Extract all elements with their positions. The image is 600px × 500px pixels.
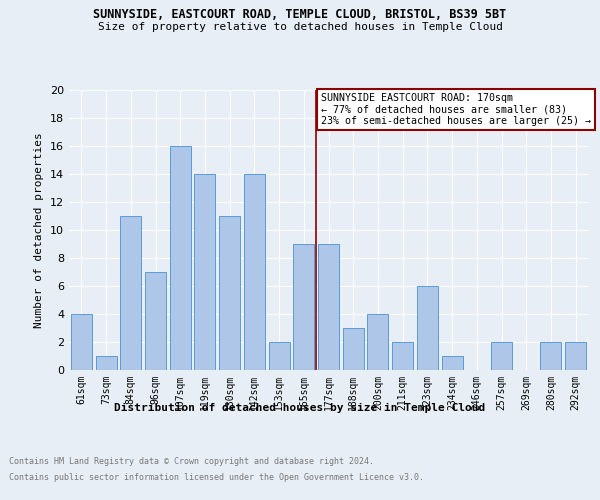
Bar [367, 314, 388, 370]
Bar [491, 342, 512, 370]
Bar [293, 244, 314, 370]
Text: SUNNYSIDE, EASTCOURT ROAD, TEMPLE CLOUD, BRISTOL, BS39 5BT: SUNNYSIDE, EASTCOURT ROAD, TEMPLE CLOUD,… [94, 8, 506, 20]
Bar [145, 272, 166, 370]
Bar [95, 356, 116, 370]
Bar [442, 356, 463, 370]
Y-axis label: Number of detached properties: Number of detached properties [34, 132, 44, 328]
Bar [71, 314, 92, 370]
Bar [417, 286, 438, 370]
Text: Distribution of detached houses by size in Temple Cloud: Distribution of detached houses by size … [115, 402, 485, 412]
Bar [194, 174, 215, 370]
Bar [170, 146, 191, 370]
Bar [244, 174, 265, 370]
Text: SUNNYSIDE EASTCOURT ROAD: 170sqm
← 77% of detached houses are smaller (83)
23% o: SUNNYSIDE EASTCOURT ROAD: 170sqm ← 77% o… [322, 93, 592, 126]
Bar [343, 328, 364, 370]
Bar [392, 342, 413, 370]
Text: Size of property relative to detached houses in Temple Cloud: Size of property relative to detached ho… [97, 22, 503, 32]
Bar [541, 342, 562, 370]
Bar [318, 244, 339, 370]
Text: Contains public sector information licensed under the Open Government Licence v3: Contains public sector information licen… [9, 472, 424, 482]
Bar [120, 216, 141, 370]
Bar [269, 342, 290, 370]
Bar [565, 342, 586, 370]
Bar [219, 216, 240, 370]
Text: Contains HM Land Registry data © Crown copyright and database right 2024.: Contains HM Land Registry data © Crown c… [9, 458, 374, 466]
